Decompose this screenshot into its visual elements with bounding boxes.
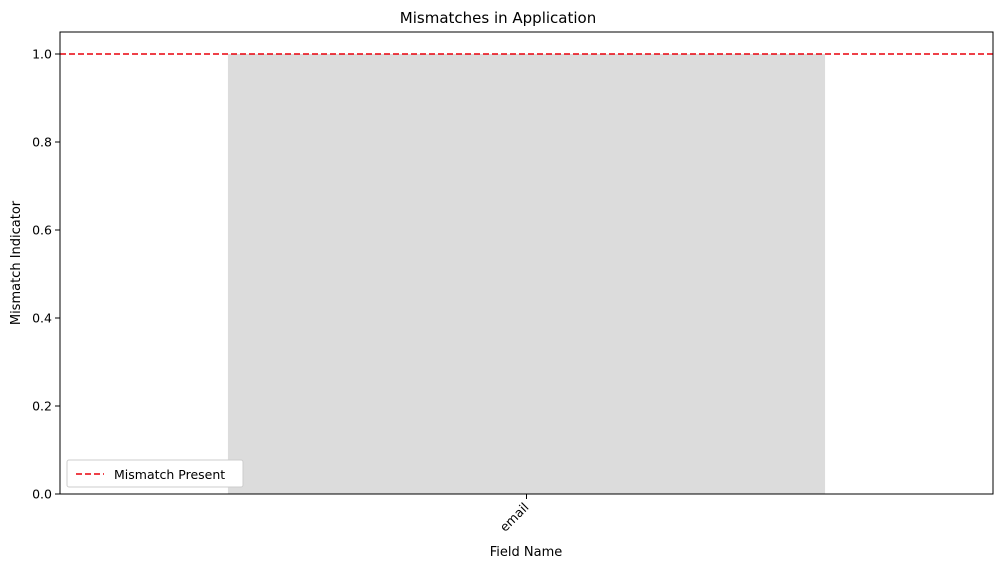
legend: Mismatch Present <box>66 459 244 488</box>
y-axis-ticks: 0.0 0.2 0.4 0.6 0.8 1.0 <box>32 47 60 502</box>
x-tick-label-email: email <box>497 500 532 535</box>
bars-layer <box>227 54 826 494</box>
y-tick-label: 0.0 <box>32 487 52 502</box>
legend-label-mismatch-present: Mismatch Present <box>114 467 225 482</box>
legend-box <box>66 459 244 488</box>
y-tick-label: 0.8 <box>32 135 52 150</box>
y-tick-label: 0.6 <box>32 223 52 238</box>
y-tick-label: 0.4 <box>32 311 52 326</box>
y-axis-label: Mismatch Indicator <box>9 200 24 325</box>
y-tick-label: 0.2 <box>32 399 52 414</box>
bar-email <box>227 54 826 494</box>
x-axis-label: Field Name <box>490 545 563 560</box>
x-axis-ticks: email <box>497 494 532 535</box>
y-tick-label: 1.0 <box>32 47 52 62</box>
chart-title: Mismatches in Application <box>400 9 596 27</box>
